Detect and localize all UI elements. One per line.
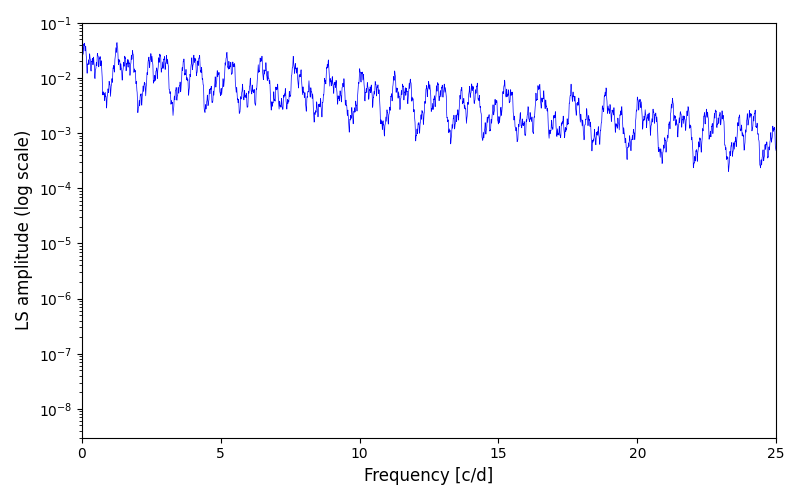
Y-axis label: LS amplitude (log scale): LS amplitude (log scale)	[15, 130, 33, 330]
X-axis label: Frequency [c/d]: Frequency [c/d]	[364, 467, 494, 485]
